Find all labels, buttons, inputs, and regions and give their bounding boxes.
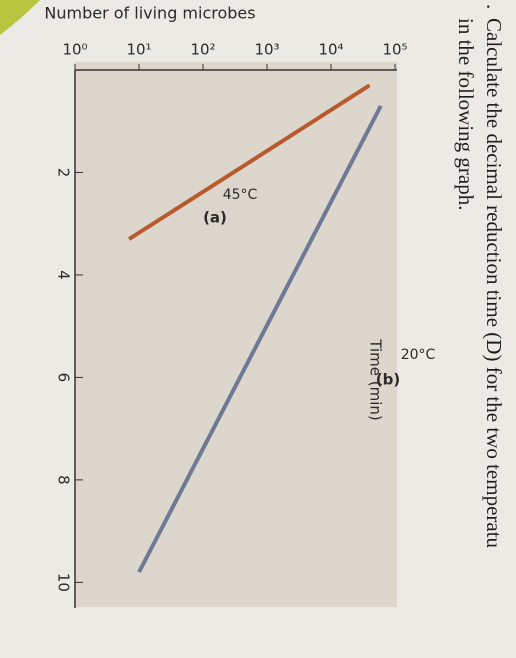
data-line — [128, 83, 371, 241]
y-axis-label: Number of living microbes — [44, 4, 255, 23]
question-line: Calculate the decimal reduction time (D)… — [482, 18, 506, 549]
y-tick-label: 10⁵ — [382, 41, 407, 59]
graph-shading — [75, 62, 397, 607]
y-tick-label: 10¹ — [126, 41, 151, 59]
x-tick-label: 6 — [55, 373, 73, 383]
question-line: in the following graph. — [454, 18, 478, 210]
series-tag: (b) — [376, 371, 400, 389]
data-line — [137, 104, 383, 574]
x-tick-label: 4 — [55, 270, 73, 280]
x-axis-label: Time (min) — [367, 338, 385, 420]
green-corner — [0, 0, 40, 35]
y-tick-label: 10³ — [254, 41, 279, 59]
series-name: 20°C — [401, 347, 436, 363]
y-tick-label: 10⁰ — [62, 41, 87, 59]
x-tick-label: 10 — [55, 573, 73, 592]
series-name: 45°C — [223, 187, 258, 203]
x-tick-label: 8 — [55, 475, 73, 485]
y-tick-label: 10² — [190, 41, 215, 59]
x-tick-label: 2 — [55, 168, 73, 178]
question-number: . — [482, 4, 506, 9]
series-tag: (a) — [203, 209, 227, 227]
y-tick-label: 10⁴ — [318, 41, 343, 59]
